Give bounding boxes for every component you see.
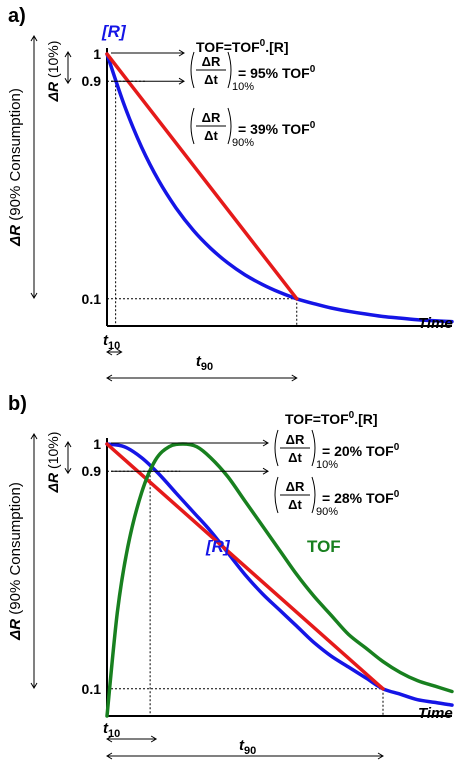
rate-label-90pct: ΔR Δt 90%= 28% TOF0: [111, 467, 400, 518]
y-range-10-arrow: [64, 441, 72, 475]
rate-fraction-denominator: Δt: [288, 450, 302, 465]
y-axis-title: ΔR (90% Consumption): [7, 88, 24, 247]
t10-span-arrow: [106, 348, 123, 356]
rate-fraction-denominator: Δt: [204, 128, 218, 143]
rate-subscript: 10%: [316, 459, 338, 471]
y-range-90-arrow: [30, 35, 38, 299]
rate-subscript: 90%: [232, 137, 254, 149]
y-axis-title-small: ΔR (10%): [45, 432, 61, 494]
rate-fraction-numerator: ΔR: [202, 110, 221, 125]
rate-law-formula: TOF=TOF0.[R]: [285, 410, 378, 427]
axes: [106, 48, 452, 327]
series-line-curve: [105, 442, 385, 691]
y-tick-label: 0.1: [82, 291, 102, 307]
y-axis-title-small: ΔR (10%): [45, 41, 61, 103]
y-tick-label: 1: [93, 436, 101, 452]
x-tick-t90: t90: [196, 353, 213, 373]
concentration-label: [R]: [101, 22, 127, 41]
series-tof-curve: [105, 442, 454, 718]
x-axis-title: Time: [418, 705, 453, 722]
panel-label: b): [8, 393, 27, 415]
rate-subscript: 90%: [316, 506, 338, 518]
tof-label: TOF: [307, 537, 341, 556]
x-tick-t90: t90: [239, 737, 256, 757]
rate-fraction-numerator: ΔR: [202, 54, 221, 69]
t90-span-arrow: [106, 752, 384, 760]
rate-subscript: 10%: [232, 81, 254, 93]
rate-fraction-numerator: ΔR: [286, 432, 305, 447]
rate-value: = 20% TOF0: [322, 442, 400, 459]
panel-label: a): [8, 5, 26, 27]
y-tick-label: 0.1: [82, 681, 102, 697]
series-r-curve: [105, 52, 454, 324]
rate-value: = 95% TOF0: [238, 64, 316, 81]
series-line-curve: [105, 52, 299, 301]
axes: [106, 438, 452, 717]
y-tick-label: 1: [93, 46, 101, 62]
y-tick-label: 0.9: [82, 73, 102, 89]
y-tick-label: 0.9: [82, 463, 102, 479]
rate-fraction-denominator: Δt: [204, 72, 218, 87]
series-r-curve: [105, 442, 454, 707]
chart-panel-b: 1 0.9 0.1 t10 t90 Time ΔR (90% Consumption) ΔR …: [7, 393, 454, 760]
rate-fraction-denominator: Δt: [288, 497, 302, 512]
t90-span-arrow: [106, 374, 298, 382]
rate-value: = 28% TOF0: [322, 489, 400, 506]
rate-label-10pct: ΔR Δt 10%= 95% TOF0: [111, 49, 316, 93]
rate-fraction-numerator: ΔR: [286, 479, 305, 494]
rate-law-formula: TOF=TOF0.[R]: [196, 38, 289, 55]
y-range-90-arrow: [30, 433, 38, 689]
concentration-label: [R]: [205, 537, 231, 556]
rate-value: = 39% TOF0: [238, 120, 316, 137]
rate-label-90pct: ΔR Δt 90%= 39% TOF0: [111, 77, 316, 149]
t10-span-arrow: [106, 735, 158, 743]
y-axis-title: ΔR (90% Consumption): [7, 482, 24, 641]
x-axis-title: Time: [418, 315, 453, 332]
x-tick-t10: t10: [103, 720, 120, 740]
y-range-10-arrow: [64, 51, 72, 85]
rate-label-10pct: ΔR Δt 10%= 20% TOF0: [111, 429, 400, 471]
